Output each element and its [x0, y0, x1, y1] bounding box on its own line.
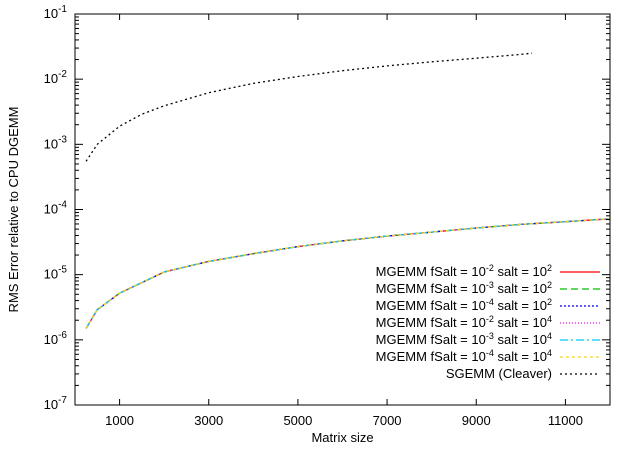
- legend-label-text: MGEMM fSalt = 10: [376, 332, 486, 347]
- legend-label: MGEMM fSalt = 10-3 salt = 104: [376, 331, 552, 347]
- y-tick-label: 10-3: [44, 134, 68, 151]
- series-layer: [85, 52, 611, 329]
- legend-label-superscript: -4: [486, 348, 494, 358]
- legend-label-superscript: -2: [486, 263, 494, 273]
- legend-label: SGEMM (Cleaver): [446, 366, 552, 381]
- y-tick-mantissa: 10: [44, 397, 58, 412]
- x-tick-label: 9000: [462, 413, 491, 428]
- legend-label-superscript: 4: [547, 348, 552, 358]
- y-tick-exponent: -4: [58, 200, 67, 211]
- legend-label-text: salt = 10: [494, 298, 547, 313]
- y-tick-exponent: -2: [58, 69, 67, 80]
- y-tick-exponent: -3: [58, 134, 67, 145]
- legend-item: MGEMM fSalt = 10-4 salt = 104: [376, 348, 600, 364]
- legend-item: MGEMM fSalt = 10-2 salt = 102: [376, 263, 600, 279]
- legend-item: MGEMM fSalt = 10-3 salt = 104: [376, 331, 600, 347]
- y-tick-exponent: -6: [58, 330, 67, 341]
- y-tick-mantissa: 10: [44, 6, 58, 21]
- y-tick-exponent: -5: [58, 265, 67, 276]
- legend-label: MGEMM fSalt = 10-2 salt = 102: [376, 263, 552, 279]
- y-tick-label: 10-1: [44, 4, 68, 21]
- legend-label-text: salt = 10: [494, 281, 547, 296]
- x-tick-label: 11000: [548, 413, 583, 428]
- y-tick-label: 10-7: [44, 395, 68, 412]
- legend-item: SGEMM (Cleaver): [446, 366, 600, 381]
- legend-label-superscript: 4: [547, 314, 552, 324]
- series-line-3: [85, 218, 611, 329]
- y-tick-label: 10-4: [44, 200, 68, 217]
- x-tick-label: 7000: [373, 413, 402, 428]
- legend-label-superscript: -2: [486, 314, 494, 324]
- y-axis-title: RMS Error relative to CPU DGEMM: [6, 107, 21, 313]
- y-tick-mantissa: 10: [44, 202, 58, 217]
- legend-label-text: MGEMM fSalt = 10: [376, 315, 486, 330]
- y-tick-label: 10-2: [44, 69, 68, 86]
- y-tick-mantissa: 10: [44, 71, 58, 86]
- legend-label-superscript: 2: [547, 297, 552, 307]
- x-tick-label: 1000: [105, 413, 134, 428]
- legend-item: MGEMM fSalt = 10-2 salt = 104: [376, 314, 600, 330]
- x-axis-title: Matrix size: [311, 430, 373, 445]
- legend-label-text: MGEMM fSalt = 10: [376, 264, 486, 279]
- legend-label-text: salt = 10: [494, 264, 547, 279]
- y-tick-mantissa: 10: [44, 332, 58, 347]
- y-tick-mantissa: 10: [44, 267, 58, 282]
- y-tick-exponent: -7: [58, 395, 67, 406]
- legend-label: MGEMM fSalt = 10-4 salt = 104: [376, 348, 552, 364]
- series-line-6: [85, 52, 533, 162]
- legend-label-text: MGEMM fSalt = 10: [376, 298, 486, 313]
- legend-label-superscript: -4: [486, 297, 494, 307]
- legend-item: MGEMM fSalt = 10-4 salt = 102: [376, 297, 600, 313]
- legend-label-superscript: -3: [486, 331, 494, 341]
- legend-label-text: salt = 10: [494, 349, 547, 364]
- tick-layer: 1000 3000 5000 7000 9000 1100010-710-610-510-…: [44, 4, 610, 428]
- legend-label-text: SGEMM (Cleaver): [446, 366, 552, 381]
- legend-label: MGEMM fSalt = 10-4 salt = 102: [376, 297, 552, 313]
- legend-label-superscript: 4: [547, 331, 552, 341]
- legend-label-superscript: 2: [547, 280, 552, 290]
- legend-label-superscript: 2: [547, 263, 552, 273]
- legend-label-text: MGEMM fSalt = 10: [376, 349, 486, 364]
- series-line-5: [85, 218, 611, 329]
- legend-label-text: salt = 10: [494, 315, 547, 330]
- x-tick-label: 5000: [283, 413, 312, 428]
- y-tick-exponent: -1: [58, 4, 67, 15]
- y-tick-mantissa: 10: [44, 136, 58, 151]
- legend-label-text: salt = 10: [494, 332, 547, 347]
- legend-label: MGEMM fSalt = 10-2 salt = 104: [376, 314, 552, 330]
- y-tick-label: 10-6: [44, 330, 68, 347]
- legend-label-text: MGEMM fSalt = 10: [376, 281, 486, 296]
- legend-label: MGEMM fSalt = 10-3 salt = 102: [376, 280, 552, 296]
- legend-label-superscript: -3: [486, 280, 494, 290]
- y-tick-label: 10-5: [44, 265, 68, 282]
- legend-item: MGEMM fSalt = 10-3 salt = 102: [376, 280, 600, 296]
- x-tick-label: 3000: [194, 413, 223, 428]
